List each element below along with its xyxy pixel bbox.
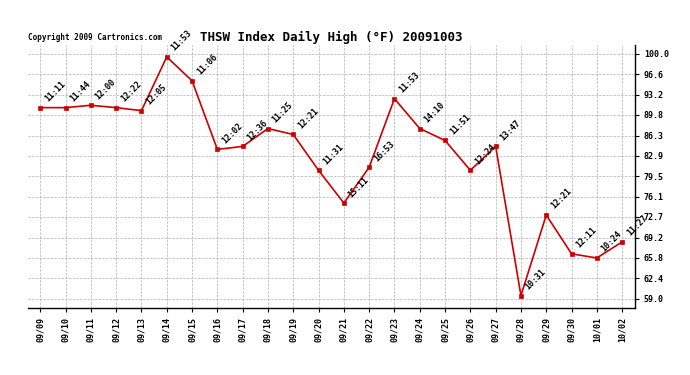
- Text: 12:36: 12:36: [246, 118, 270, 142]
- Text: 11:11: 11:11: [43, 80, 67, 104]
- Text: 12:11: 12:11: [574, 226, 598, 250]
- Text: 12:22: 12:22: [119, 80, 143, 104]
- Text: 16:53: 16:53: [372, 139, 396, 163]
- Text: 12:21: 12:21: [549, 187, 573, 211]
- Text: 11:06: 11:06: [195, 53, 219, 76]
- Text: Copyright 2009 Cartronics.com: Copyright 2009 Cartronics.com: [28, 33, 161, 42]
- Text: 11:31: 11:31: [322, 142, 346, 166]
- Text: 12:24: 12:24: [473, 142, 497, 166]
- Title: THSW Index Daily High (°F) 20091003: THSW Index Daily High (°F) 20091003: [200, 31, 462, 44]
- Text: 12:02: 12:02: [220, 121, 244, 145]
- Text: 11:25: 11:25: [270, 100, 295, 124]
- Text: 11:53: 11:53: [170, 29, 194, 53]
- Text: 14:10: 14:10: [422, 100, 446, 124]
- Text: 15:11: 15:11: [346, 175, 371, 199]
- Text: 12:21: 12:21: [296, 106, 320, 130]
- Text: 11:27: 11:27: [625, 214, 649, 238]
- Text: 12:00: 12:00: [94, 77, 118, 101]
- Text: 12:05: 12:05: [144, 82, 168, 106]
- Text: 10:24: 10:24: [600, 230, 624, 254]
- Text: 11:44: 11:44: [68, 80, 92, 104]
- Text: 11:53: 11:53: [397, 70, 422, 94]
- Text: 13:47: 13:47: [498, 118, 522, 142]
- Text: 10:31: 10:31: [524, 267, 548, 291]
- Text: 11:51: 11:51: [448, 112, 472, 136]
